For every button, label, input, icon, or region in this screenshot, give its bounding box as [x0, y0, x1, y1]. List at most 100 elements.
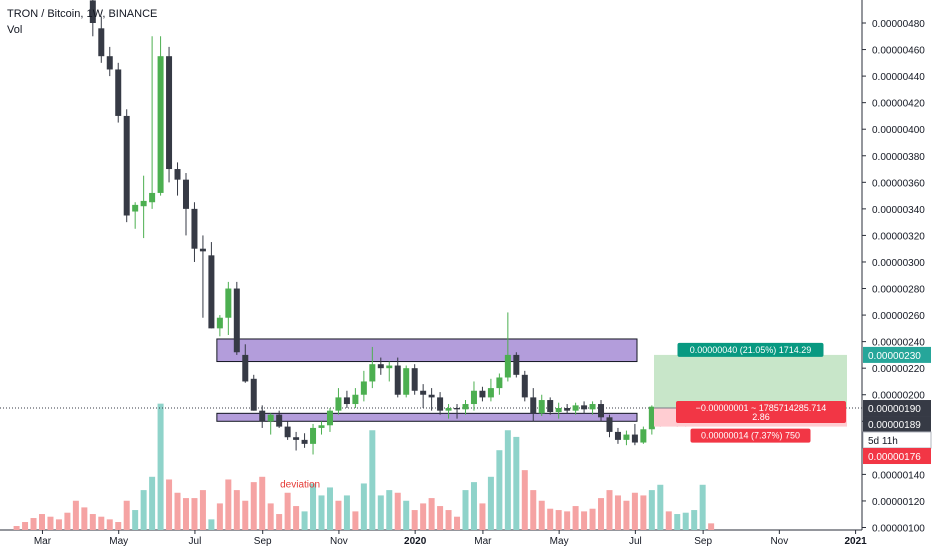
price-tick-label: 0.00000380 [872, 152, 925, 163]
position-target-label[interactable] [677, 342, 824, 357]
candle-body [377, 364, 384, 369]
candle-body [470, 390, 477, 405]
volume-bar [598, 498, 605, 530]
resistance-zone[interactable] [216, 338, 638, 363]
volume-bar [496, 450, 503, 530]
volume-bar [504, 430, 511, 530]
position-entry-text: 2.86 [752, 412, 770, 422]
candle-body [496, 377, 503, 389]
candle-body [369, 364, 376, 382]
candle-body [428, 394, 435, 398]
candle-body [623, 434, 630, 440]
volume-bar [199, 490, 206, 530]
position-profit-zone[interactable] [654, 354, 847, 409]
candle-body [301, 439, 308, 444]
candle-body [479, 390, 486, 398]
volume-bar [250, 482, 257, 530]
volume-bar [657, 484, 664, 530]
volume-bar [369, 430, 376, 530]
candle-body [191, 208, 198, 249]
candle-body [640, 429, 647, 443]
symbol-title[interactable]: TRON / Bitcoin, 1W, BINANCE [7, 8, 158, 20]
price-tick-label: 0.00000300 [872, 258, 925, 269]
volume-bar [326, 487, 333, 530]
price-tick-label: 0.00000200 [872, 391, 925, 402]
candle-body [123, 115, 130, 216]
price-axis-label-text: 0.00000190 [868, 404, 921, 415]
time-tick-label: Jul [629, 536, 642, 547]
candle-body [648, 406, 655, 430]
candle-body [437, 397, 444, 411]
volume-bar [140, 490, 147, 530]
volume-bar [699, 484, 706, 530]
position-stop-label[interactable] [690, 428, 811, 443]
volume-bar [343, 495, 350, 530]
volume-bar [674, 514, 681, 530]
volume-bar [445, 510, 452, 530]
candle-body [89, 0, 96, 23]
time-tick-label: 2020 [404, 536, 427, 547]
volume-bar [293, 506, 300, 530]
candle-body [284, 426, 291, 438]
candle-body [250, 378, 257, 411]
price-tick-label: 0.00000240 [872, 338, 925, 349]
candle-body [225, 288, 232, 318]
volume-bar [437, 506, 444, 530]
candle-body [149, 192, 156, 203]
price-axis-label-text: 5d 11h [868, 436, 898, 447]
volume-bar [149, 476, 156, 530]
volume-legend[interactable]: Vol [7, 24, 23, 36]
volume-bar [72, 500, 79, 530]
volume-bar [208, 519, 215, 530]
candle-body [598, 404, 605, 418]
volume-bar [530, 490, 537, 530]
candle-body [310, 427, 317, 444]
candle-body [420, 390, 427, 395]
volume-bar [352, 511, 359, 530]
time-tick-label: Nov [770, 536, 788, 547]
volume-bar [47, 516, 54, 530]
volume-bar [182, 498, 189, 530]
candle-body [538, 400, 545, 414]
volume-bar [394, 492, 401, 530]
volume-bar [132, 510, 139, 530]
volume-bar [521, 470, 528, 530]
volume-bar [631, 492, 638, 530]
volume-bar [55, 519, 62, 530]
time-tick-label: 2021 [844, 536, 867, 547]
price-tick-label: 0.00000100 [872, 524, 925, 535]
volume-bar [242, 500, 249, 530]
volume-bar [225, 479, 232, 530]
price-tick-label: 0.00000120 [872, 497, 925, 508]
volume-bar [259, 476, 266, 530]
candle-body [403, 368, 410, 395]
candle-body [360, 381, 367, 395]
volume-bar [555, 510, 562, 530]
position-stop-text: 0.00000014 (7.37%) 750 [701, 431, 800, 441]
position-entry-label[interactable] [676, 401, 846, 424]
support-zone[interactable] [216, 412, 638, 422]
candle-body [581, 405, 588, 410]
deviation-annotation[interactable]: deviation [280, 480, 320, 491]
volume-bar [665, 511, 672, 530]
volume-bar [233, 490, 240, 530]
candle-body [530, 397, 537, 414]
volume-bar [420, 503, 427, 530]
volume-bar [682, 512, 689, 530]
price-axis-label-text: 0.00000176 [868, 452, 921, 463]
price-axis-label-text: 0.00000230 [868, 351, 921, 362]
volume-bar [64, 512, 71, 530]
candle-body [606, 417, 613, 432]
volume-bar [81, 507, 88, 530]
time-tick-label: Mar [474, 536, 492, 547]
price-tick-label: 0.00000320 [872, 231, 925, 242]
candle-body [335, 397, 342, 411]
candle-body [445, 408, 452, 411]
candle-body [564, 408, 571, 411]
candle-body [504, 354, 511, 378]
volume-bar [428, 498, 435, 530]
volume-bar [614, 495, 621, 530]
price-axis-label-current [863, 400, 931, 417]
